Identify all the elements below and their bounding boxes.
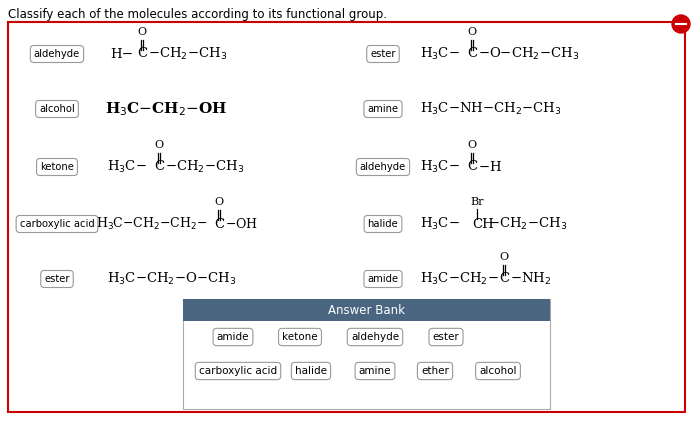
Text: C: C: [214, 218, 224, 230]
Text: amide: amide: [368, 274, 398, 284]
Text: aldehyde: aldehyde: [360, 162, 406, 172]
FancyBboxPatch shape: [183, 299, 550, 409]
Text: C: C: [467, 48, 477, 60]
Text: O: O: [499, 252, 509, 262]
Text: alcohol: alcohol: [39, 104, 75, 114]
Text: amide: amide: [217, 332, 249, 342]
Text: carboxylic acid: carboxylic acid: [20, 219, 94, 229]
Text: ketone: ketone: [282, 332, 318, 342]
Text: $-$CH$_2$$-$CH$_3$: $-$CH$_2$$-$CH$_3$: [165, 159, 244, 175]
Text: aldehyde: aldehyde: [34, 49, 80, 59]
Text: alcohol: alcohol: [480, 366, 517, 376]
Text: H$_3$C$-$: H$_3$C$-$: [420, 216, 460, 232]
Text: $-$OH: $-$OH: [225, 217, 258, 231]
FancyBboxPatch shape: [8, 22, 685, 412]
Text: amine: amine: [358, 366, 391, 376]
Text: H$_3$C$-$NH$-$CH$_2$$-$CH$_3$: H$_3$C$-$NH$-$CH$_2$$-$CH$_3$: [420, 101, 561, 117]
Text: H$_3$C$-$CH$_2$$-$OH: H$_3$C$-$CH$_2$$-$OH: [105, 100, 228, 118]
Text: H$_3$C$-$: H$_3$C$-$: [420, 159, 460, 175]
Text: O: O: [137, 27, 146, 37]
Text: halide: halide: [295, 366, 327, 376]
Text: O: O: [155, 140, 164, 150]
Text: H$_3$C$-$CH$_2$$-$: H$_3$C$-$CH$_2$$-$: [420, 271, 499, 287]
Text: H$_3$C$-$CH$_2$$-$CH$_2$$-$: H$_3$C$-$CH$_2$$-$CH$_2$$-$: [96, 216, 208, 232]
Text: H$_3$C$-$: H$_3$C$-$: [420, 46, 460, 62]
Text: Br: Br: [470, 197, 484, 207]
Text: $-$H: $-$H: [478, 160, 502, 174]
Text: O: O: [468, 140, 477, 150]
Text: ether: ether: [421, 366, 449, 376]
Text: carboxylic acid: carboxylic acid: [199, 366, 277, 376]
Text: CH: CH: [472, 218, 493, 230]
Text: C: C: [467, 160, 477, 174]
Text: halide: halide: [368, 219, 398, 229]
Text: Classify each of the molecules according to its functional group.: Classify each of the molecules according…: [8, 8, 387, 21]
Text: $-$O$-$CH$_2$$-$CH$_3$: $-$O$-$CH$_2$$-$CH$_3$: [478, 46, 579, 62]
Text: O: O: [468, 27, 477, 37]
Text: C: C: [137, 48, 147, 60]
Text: amine: amine: [368, 104, 398, 114]
Text: H$_3$C$-$: H$_3$C$-$: [107, 159, 147, 175]
Text: ester: ester: [44, 274, 70, 284]
Text: ester: ester: [370, 49, 395, 59]
FancyBboxPatch shape: [183, 299, 550, 321]
Text: C: C: [154, 160, 164, 174]
Text: H$_3$C$-$CH$_2$$-$O$-$CH$_3$: H$_3$C$-$CH$_2$$-$O$-$CH$_3$: [107, 271, 236, 287]
Text: H$-$: H$-$: [110, 47, 133, 61]
Text: Answer Bank: Answer Bank: [328, 304, 405, 317]
Circle shape: [672, 15, 690, 33]
Text: aldehyde: aldehyde: [351, 332, 399, 342]
Text: C: C: [499, 273, 509, 285]
Text: $-$NH$_2$: $-$NH$_2$: [510, 271, 552, 287]
Text: ester: ester: [433, 332, 459, 342]
Text: $-$CH$_2$$-$CH$_3$: $-$CH$_2$$-$CH$_3$: [148, 46, 228, 62]
Text: ketone: ketone: [40, 162, 74, 172]
Text: O: O: [214, 197, 223, 207]
Text: $-$CH$_2$$-$CH$_3$: $-$CH$_2$$-$CH$_3$: [488, 216, 567, 232]
